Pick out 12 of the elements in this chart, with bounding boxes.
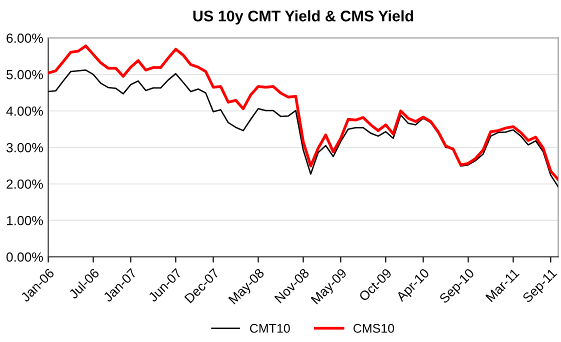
legend-label: CMS10: [354, 324, 394, 333]
y-tick-label: 3.00%: [6, 142, 43, 152]
chart-title: US 10y CMT Yield & CMS Yield: [193, 10, 414, 24]
y-tick-label: 1.00%: [6, 216, 43, 226]
y-tick-label: 0.00%: [6, 252, 43, 262]
y-tick-label: 4.00%: [6, 106, 43, 116]
y-tick-label: 5.00%: [6, 70, 43, 80]
y-tick-label: 2.00%: [6, 179, 43, 189]
y-tick-label: 6.00%: [6, 34, 43, 43]
line-series: [48, 44, 558, 181]
legend-label: CMT10: [250, 324, 290, 333]
line-series: [48, 69, 558, 188]
